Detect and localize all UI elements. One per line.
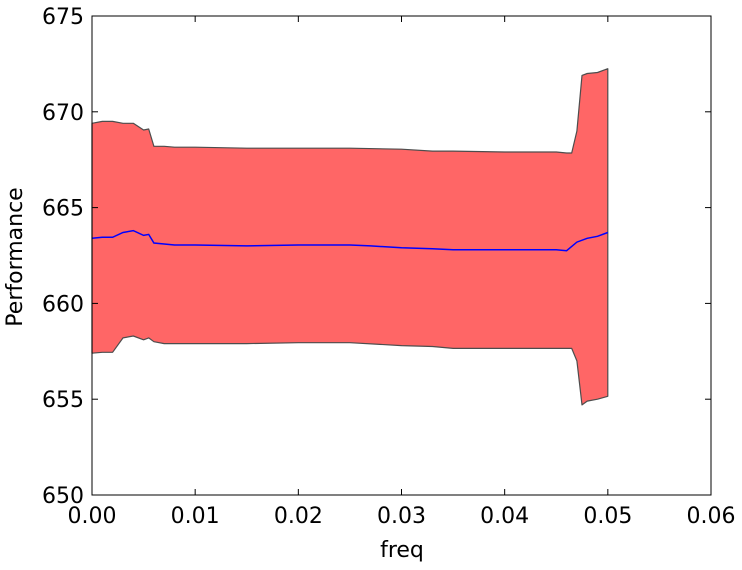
y-tick-label: 670 bbox=[42, 101, 84, 126]
x-tick-label: 0.04 bbox=[480, 504, 529, 529]
mean-line bbox=[91, 229, 609, 252]
confidence-band bbox=[91, 68, 609, 406]
y-tick-label: 675 bbox=[42, 5, 84, 30]
x-axis-label: freq bbox=[380, 538, 424, 563]
y-tick-label: 650 bbox=[42, 484, 84, 509]
x-tick-label: 0.00 bbox=[68, 504, 117, 529]
y-axis-label: Performance bbox=[3, 187, 28, 326]
y-tick-label: 660 bbox=[42, 292, 84, 317]
band-layer bbox=[91, 68, 609, 406]
line-layer bbox=[91, 229, 609, 252]
x-tick-label: 0.01 bbox=[171, 504, 220, 529]
x-tick-label: 0.02 bbox=[274, 504, 323, 529]
x-tick-label: 0.03 bbox=[377, 504, 426, 529]
x-tick-label: 0.05 bbox=[583, 504, 632, 529]
x-tick-label: 0.06 bbox=[687, 504, 736, 529]
y-tick-label: 655 bbox=[42, 388, 84, 413]
y-tick-label: 665 bbox=[42, 197, 84, 222]
tick-layer: 0.00 0.01 0.02 0.03 0.04 0.05 0.06 650 655 660 665… bbox=[42, 5, 735, 529]
